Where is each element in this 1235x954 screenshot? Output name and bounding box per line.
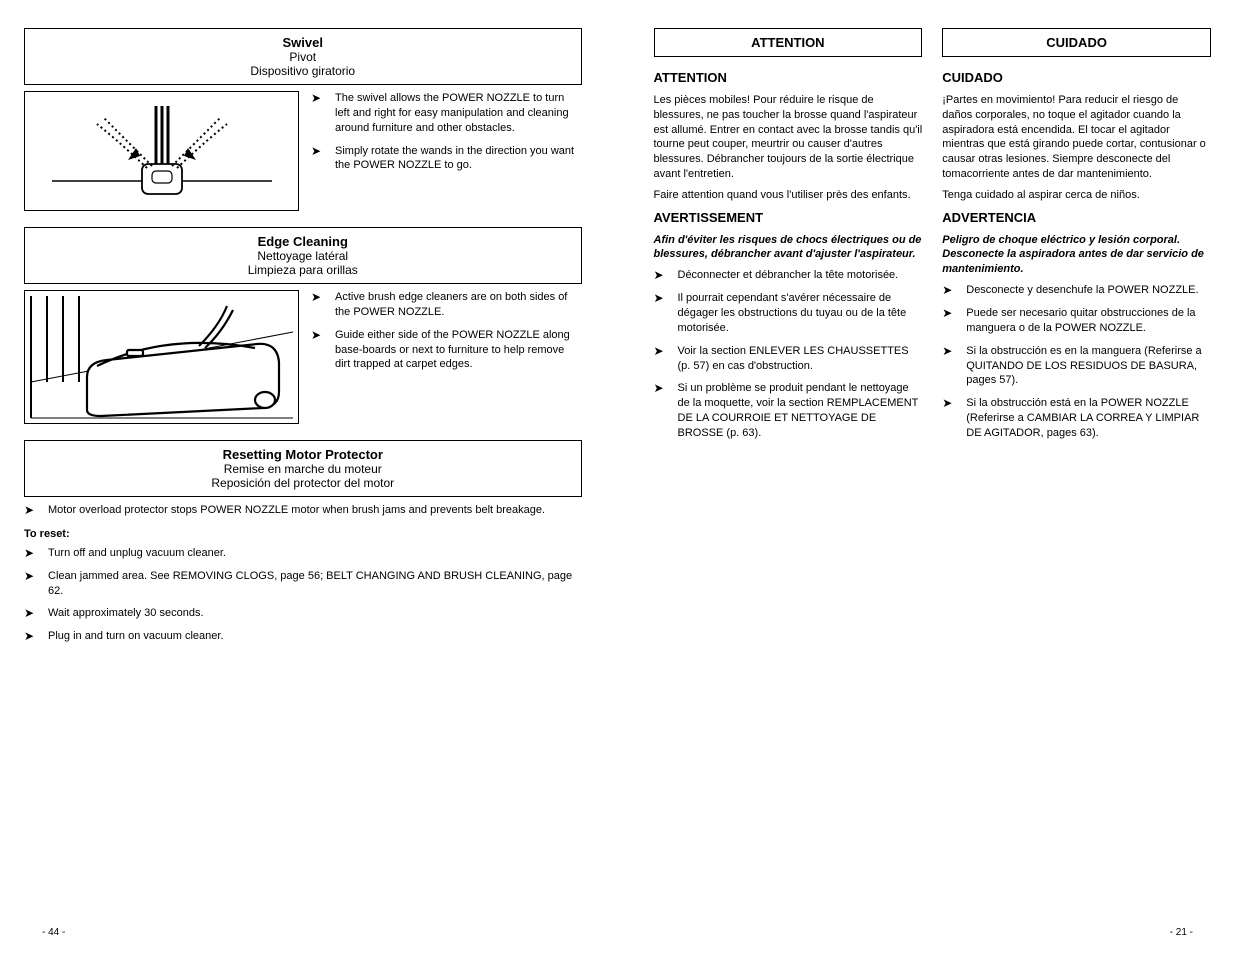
bullet-arrow: ➤ (24, 569, 40, 599)
bullet-arrow: ➤ (24, 629, 40, 644)
reset-en: Resetting Motor Protector (35, 447, 571, 462)
bullet-arrow: ➤ (24, 606, 40, 621)
bullet-arrow: ➤ (654, 291, 670, 336)
edge-illustration (24, 290, 299, 424)
reset-b1: ➤ Turn off and unplug vacuum cleaner. (24, 546, 582, 561)
reset-b2: ➤ Clean jammed area. See REMOVING CLOGS,… (24, 569, 582, 599)
swivel-bullet-1: ➤ The swivel allows the POWER NOZZLE to … (311, 91, 582, 136)
bullet-arrow: ➤ (24, 546, 40, 561)
es-b1: ➤ Desconecte y desenchufe la POWER NOZZL… (942, 283, 1211, 298)
swivel-illustration (24, 91, 299, 211)
attention-header-es: CUIDADO (942, 28, 1211, 57)
es-b2: ➤ Puede ser necesario quitar obstruccion… (942, 306, 1211, 336)
bullet-arrow: ➤ (654, 381, 670, 440)
bullet-arrow: ➤ (942, 283, 958, 298)
bullet-arrow: ➤ (311, 144, 327, 174)
swivel-fr: Pivot (35, 50, 571, 64)
edge-en: Edge Cleaning (35, 234, 571, 249)
edge-header: Edge Cleaning Nettoyage latéral Limpieza… (24, 227, 582, 284)
attention-es-block: CUIDADO ¡Partes en movimiento! Para redu… (942, 69, 1211, 449)
bullet-arrow: ➤ (654, 344, 670, 374)
reset-intro: ➤ Motor overload protector stops POWER N… (24, 503, 582, 518)
reset-b3: ➤ Wait approximately 30 seconds. (24, 606, 582, 621)
attention-header-fr: ATTENTION (654, 28, 923, 57)
reset-es: Reposición del protector del motor (35, 476, 571, 490)
bullet-arrow: ➤ (311, 328, 327, 373)
swivel-header: Swivel Pivot Dispositivo giratorio (24, 28, 582, 85)
bullet-arrow: ➤ (24, 503, 40, 518)
edge-es: Limpieza para orillas (35, 263, 571, 277)
edge-fr: Nettoyage latéral (35, 249, 571, 263)
reset-b4: ➤ Plug in and turn on vacuum cleaner. (24, 629, 582, 644)
reset-header: Resetting Motor Protector Remise en marc… (24, 440, 582, 497)
bullet-arrow: ➤ (942, 344, 958, 389)
edge-bullet-2: ➤ Guide either side of the POWER NOZZLE … (311, 328, 582, 373)
es-b3: ➤ Si la obstrucción es en la manguera (R… (942, 344, 1211, 389)
es-b4: ➤ Si la obstrucción está en la POWER NOZ… (942, 396, 1211, 441)
bullet-arrow: ➤ (311, 91, 327, 136)
reset-to-reset: To reset: (24, 528, 582, 540)
attention-fr-block: ATTENTION Les pièces mobiles! Pour rédui… (654, 69, 923, 449)
bullet-arrow: ➤ (654, 268, 670, 283)
page-number-right: - 21 - (1170, 927, 1193, 938)
reset-fr: Remise en marche du moteur (35, 462, 571, 476)
swivel-en: Swivel (35, 35, 571, 50)
fr-b1: ➤ Déconnecter et débrancher la tête moto… (654, 268, 923, 283)
attention-es: CUIDADO (953, 35, 1200, 50)
attention-fr: ATTENTION (665, 35, 912, 50)
edge-bullet-1: ➤ Active brush edge cleaners are on both… (311, 290, 582, 320)
fr-b2: ➤ Il pourrait cependant s'avérer nécessa… (654, 291, 923, 336)
swivel-bullet-2: ➤ Simply rotate the wands in the directi… (311, 144, 582, 174)
bullet-arrow: ➤ (311, 290, 327, 320)
fr-b3: ➤ Voir la section ENLEVER LES CHAUSSETTE… (654, 344, 923, 374)
fr-b4: ➤ Si un problème se produit pendant le n… (654, 381, 923, 440)
swivel-es: Dispositivo giratorio (35, 64, 571, 78)
bullet-arrow: ➤ (942, 396, 958, 441)
page-number-left: - 44 - (42, 927, 65, 938)
bullet-arrow: ➤ (942, 306, 958, 336)
